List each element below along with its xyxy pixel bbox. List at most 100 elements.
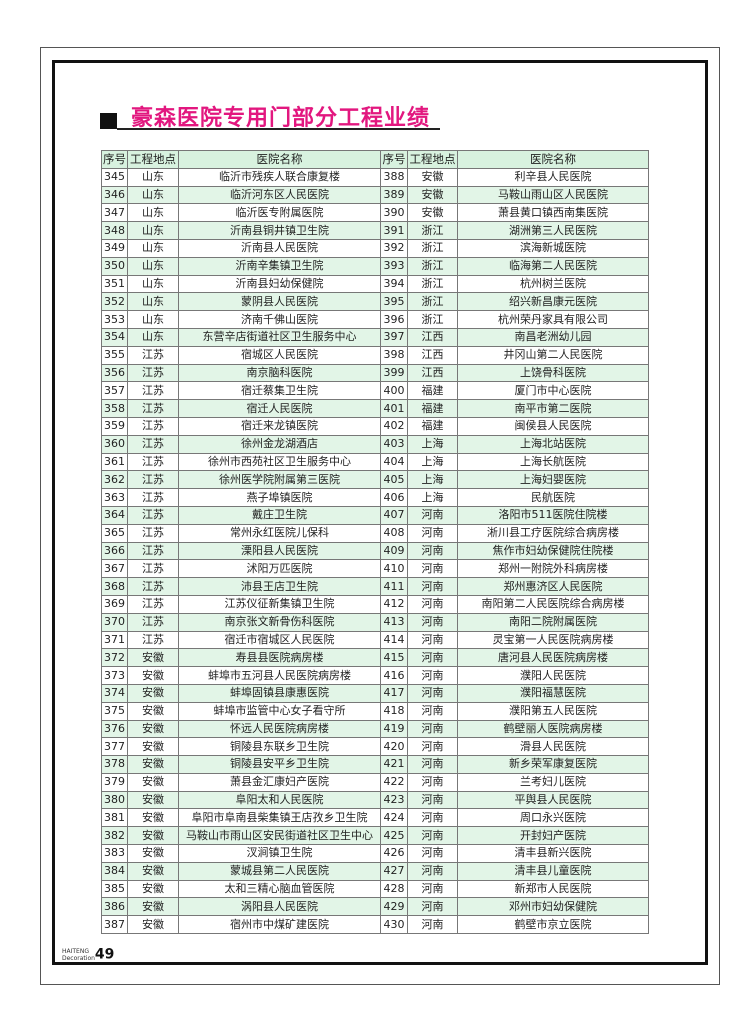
cell-location: 安徽 xyxy=(127,844,179,863)
cell-hospital-name: 阜阳太和人民医院 xyxy=(178,790,381,810)
cell-hospital-name: 湖洲第三人民医院 xyxy=(457,221,649,240)
cell-no: 394 xyxy=(380,274,408,294)
cell-hospital-name: 鹤壁市京立医院 xyxy=(457,915,649,935)
table-row: 366 江苏 溧阳县人民医院 409 河南 焦作市妇幼保健院住院楼 xyxy=(101,541,649,561)
cell-location: 山东 xyxy=(127,274,179,294)
table-row: 347 山东 临沂医专附属医院 390 安徽 萧县黄口镇西南集医院 xyxy=(101,203,649,223)
cell-location: 山东 xyxy=(127,310,179,329)
cell-no: 358 xyxy=(101,399,128,418)
cell-hospital-name: 井冈山第二人民医院 xyxy=(457,345,649,365)
header-no: 序号 xyxy=(101,150,128,169)
cell-no: 405 xyxy=(380,470,408,490)
cell-location: 河南 xyxy=(407,772,458,792)
cell-no: 351 xyxy=(101,274,128,294)
cell-no: 424 xyxy=(380,808,408,828)
cell-no: 395 xyxy=(380,292,408,312)
table-row: 352 山东 蒙阴县人民医院 395 浙江 绍兴新昌康元医院 xyxy=(101,292,649,312)
cell-no: 419 xyxy=(380,719,408,739)
table-row: 373 安徽 蚌埠市五河县人民医院病房楼 416 河南 濮阳人民医院 xyxy=(101,666,649,685)
cell-hospital-name: 蚌埠市五河县人民医院病房楼 xyxy=(178,666,381,685)
table-row: 353 山东 济南千佛山医院 396 浙江 杭州荣丹家具有限公司 xyxy=(101,310,649,329)
cell-no: 423 xyxy=(380,790,408,810)
table-row: 377 安徽 铜陵县东联乡卫生院 420 河南 滑县人民医院 xyxy=(101,737,649,757)
table-row: 372 安徽 寿县县医院病房楼 415 河南 唐河县人民医院病房楼 xyxy=(101,648,649,668)
brand-line1: HAITENG xyxy=(62,947,89,955)
cell-no: 349 xyxy=(101,238,128,258)
table-row: 383 安徽 汊涧镇卫生院 426 河南 清丰县新兴医院 xyxy=(101,844,649,863)
cell-hospital-name: 马鞍山雨山区人民医院 xyxy=(457,185,649,205)
cell-location: 山东 xyxy=(127,221,179,240)
cell-location: 安徽 xyxy=(127,790,179,810)
cell-location: 福建 xyxy=(407,399,458,418)
cell-hospital-name: 萧县金汇康妇产医院 xyxy=(178,772,381,792)
cell-no: 411 xyxy=(380,577,408,596)
cell-no: 428 xyxy=(380,879,408,899)
cell-location: 安徽 xyxy=(127,701,179,721)
cell-no: 345 xyxy=(101,167,128,187)
cell-no: 408 xyxy=(380,523,408,543)
cell-hospital-name: 厦门市中心医院 xyxy=(457,381,649,401)
cell-hospital-name: 宿迁来龙镇医院 xyxy=(178,416,381,436)
cell-hospital-name: 洛阳市511医院住院楼 xyxy=(457,505,649,525)
cell-no: 430 xyxy=(380,915,408,935)
cell-hospital-name: 徐州医学院附属第三医院 xyxy=(178,470,381,490)
cell-location: 浙江 xyxy=(407,221,458,240)
cell-hospital-name: 宿迁蔡集卫生院 xyxy=(178,381,381,401)
cell-hospital-name: 邓州市妇幼保健院 xyxy=(457,897,649,917)
cell-location: 河南 xyxy=(407,844,458,863)
cell-location: 河南 xyxy=(407,755,458,774)
cell-no: 373 xyxy=(101,666,128,685)
cell-no: 414 xyxy=(380,630,408,650)
page-number: 49 xyxy=(94,946,115,963)
cell-location: 浙江 xyxy=(407,238,458,258)
cell-no: 426 xyxy=(380,844,408,863)
cell-no: 376 xyxy=(101,719,128,739)
cell-location: 上海 xyxy=(407,434,458,454)
cell-hospital-name: 东营辛店街道社区卫生服务中心 xyxy=(178,327,381,347)
cell-no: 374 xyxy=(101,683,128,703)
cell-location: 浙江 xyxy=(407,256,458,276)
cell-hospital-name: 濮阳人民医院 xyxy=(457,666,649,685)
cell-no: 366 xyxy=(101,541,128,561)
page-outer-frame xyxy=(40,47,720,985)
table-row: 349 山东 沂南县人民医院 392 浙江 滨海新城医院 xyxy=(101,238,649,258)
cell-hospital-name: 灵宝第一人民医院病房楼 xyxy=(457,630,649,650)
cell-hospital-name: 绍兴新昌康元医院 xyxy=(457,292,649,312)
cell-location: 江苏 xyxy=(127,577,179,596)
cell-hospital-name: 阜阳市阜南县柴集镇王店孜乡卫生院 xyxy=(178,808,381,828)
table-row: 356 江苏 南京脑科医院 399 江西 上饶骨科医院 xyxy=(101,363,649,383)
cell-no: 367 xyxy=(101,559,128,579)
cell-no: 402 xyxy=(380,416,408,436)
cell-hospital-name: 焦作市妇幼保健院住院楼 xyxy=(457,541,649,561)
cell-hospital-name: 马鞍山市雨山区安民街道社区卫生中心 xyxy=(178,826,381,846)
projects-table: 序号 工程地点 医院名称 序号 工程地点 医院名称 345 山东 临沂市残疾人联合康… xyxy=(101,150,649,935)
cell-hospital-name: 郑州惠济区人民医院 xyxy=(457,577,649,596)
cell-hospital-name: 上海北站医院 xyxy=(457,434,649,454)
cell-location: 江西 xyxy=(407,345,458,365)
cell-location: 河南 xyxy=(407,790,458,810)
cell-no: 413 xyxy=(380,612,408,632)
table-row: 369 江苏 江苏仪征新集镇卫生院 412 河南 南阳第二人民医院综合病房楼 xyxy=(101,594,649,614)
cell-hospital-name: 上海妇婴医院 xyxy=(457,470,649,490)
cell-hospital-name: 沭阳万匹医院 xyxy=(178,559,381,579)
cell-location: 江苏 xyxy=(127,541,179,561)
cell-hospital-name: 郑州一附院外科病房楼 xyxy=(457,559,649,579)
cell-no: 420 xyxy=(380,737,408,757)
cell-location: 河南 xyxy=(407,701,458,721)
table-row: 378 安徽 铜陵县安平乡卫生院 421 河南 新乡荣军康复医院 xyxy=(101,755,649,774)
cell-no: 398 xyxy=(380,345,408,365)
cell-hospital-name: 太和三精心脑血管医院 xyxy=(178,879,381,899)
cell-no: 406 xyxy=(380,488,408,507)
cell-hospital-name: 戴庄卫生院 xyxy=(178,505,381,525)
cell-location: 江苏 xyxy=(127,505,179,525)
cell-location: 河南 xyxy=(407,594,458,614)
cell-location: 安徽 xyxy=(127,808,179,828)
cell-location: 河南 xyxy=(407,737,458,757)
cell-no: 401 xyxy=(380,399,408,418)
cell-no: 378 xyxy=(101,755,128,774)
cell-hospital-name: 杭州荣丹家具有限公司 xyxy=(457,310,649,329)
cell-location: 安徽 xyxy=(127,683,179,703)
cell-location: 安徽 xyxy=(127,737,179,757)
cell-no: 396 xyxy=(380,310,408,329)
cell-no: 369 xyxy=(101,594,128,614)
